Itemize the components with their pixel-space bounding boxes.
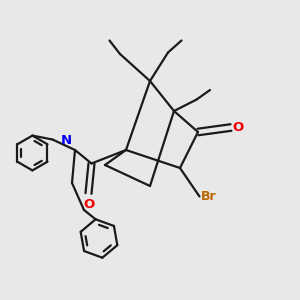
Text: Br: Br bbox=[201, 190, 217, 203]
Text: N: N bbox=[61, 134, 72, 147]
Text: O: O bbox=[83, 198, 95, 211]
Text: O: O bbox=[232, 121, 244, 134]
